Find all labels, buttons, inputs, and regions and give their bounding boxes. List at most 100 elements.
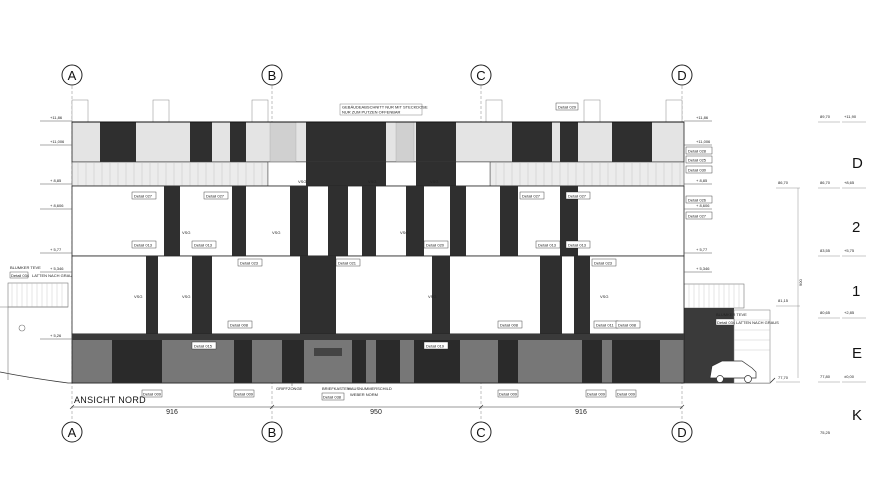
right-annex-small: LATTEN NACH GRAUS [736,320,779,325]
right-level-1: +11,86 [696,115,709,120]
dimension-line [69,404,685,410]
elev-col1-3: 77,70 [778,375,789,380]
elev-col2-3: 83,55 [820,248,831,253]
detail-029-top: Detail 029 [558,105,577,110]
detail-008-a: Detail 008 [230,323,249,328]
detail-028: Detail 028 [688,149,707,154]
detail-027-d: Detail 027 [568,194,587,199]
elev-col3-4: +2,85 [844,310,855,315]
right-level-2: +11,006 [696,139,711,144]
grid-axis-c-top: C [476,68,485,83]
note-griffzonge: GRIFFZONGE [276,386,303,391]
vsg-label-10: VSG [600,294,608,299]
elev-col3-1: +11,90 [844,114,857,119]
vsg-labels: VSG VSG VSG VSG VSG VSG VSG VSG VSG VSG [134,179,608,299]
right-level-markers [684,120,712,273]
grid-axis-d-top: D [677,68,686,83]
elev-col2-5: 77,80 [820,374,831,379]
vsg-label-1: VSG [298,179,306,184]
detail-008-b: Detail 008 [500,323,519,328]
level-letter-e: E [852,345,862,362]
detail-011: Detail 011 [596,323,614,328]
left-annex [0,282,69,380]
detail-023-b: Detail 023 [594,261,613,266]
drawing-title: ANSICHT NORD [74,395,146,405]
left-annex-detail: Detail 034 [11,273,30,278]
elev-col1-2: 81,15 [778,298,789,303]
vsg-label-3: VSG [430,179,438,184]
left-level-6: + 5,346 [50,266,64,271]
vsg-label-9: VSG [428,294,436,299]
detail-009-e: Detail 009 [617,392,636,397]
detail-015: Detail 015 [194,344,213,349]
left-level-5: + 5,77 [50,247,62,252]
elev-col2-2: 86,70 [820,180,831,185]
vsg-label-4: VSG [182,230,190,235]
top-note-line-2: NUR ZUM PUTZEN OFFENBAR [342,110,401,115]
note-briefkasten: BRIEFKASTEN [322,386,350,391]
right-level-3: + 8,85 [696,178,708,183]
elev-col1-1: 86,70 [778,180,789,185]
detail-009-d: Detail 009 [587,392,606,397]
note-weber: WEBER NORM [350,392,378,397]
right-level-6: + 5,346 [696,266,710,271]
level-letter-k: K [852,407,862,424]
elev-col3-2: +8,65 [844,180,855,185]
right-level-4: + 8,606 [696,203,710,208]
left-annex-note: BLUMKER TEVE [10,265,41,270]
detail-027-right: Detail 027 [688,214,707,219]
vsg-label-8: VSG [182,294,190,299]
right-annex-note: BLUMKER TEVE [716,312,747,317]
dimension-1: 916 [166,409,178,416]
elevation-table [776,121,866,383]
elev-col2-1: 89,70 [820,114,831,119]
detail-009-c: Detail 009 [499,392,518,397]
level-letter-d: D [852,155,863,172]
grid-axis-c-bottom: C [476,425,485,440]
detail-027-b: Detail 027 [206,194,225,199]
right-level-5: + 5,77 [696,247,708,252]
left-level-4: + 8,606 [50,203,64,208]
detail-027-a: Detail 027 [134,194,153,199]
top-note-line-1: GEBÄUDEABSCHNITT NUR MIT STECKDOSE [342,105,428,110]
detail-021: Detail 021 [338,261,357,266]
level-letter-2: 2 [852,219,860,236]
detail-030: Detail 030 [688,168,707,173]
grid-bubbles-top: A B C D [61,64,693,86]
elev-col3-3: +5,75 [844,248,855,253]
detail-013-b: Detail 013 [194,243,213,248]
right-annex-detail: Detail 034 [717,320,736,325]
level-letter-1: 1 [852,283,860,300]
detail-013-d: Detail 013 [568,243,587,248]
left-level-1: +11,86 [50,115,63,120]
grid-axis-b-bottom: B [268,425,277,440]
grid-axis-a-bottom: A [68,425,77,440]
detail-013-c: Detail 013 [538,243,557,248]
detail-008-c: Detail 008 [618,323,637,328]
grid-axis-a-top: A [68,68,77,83]
detail-019: Detail 019 [426,344,445,349]
vsg-label-7: VSG [134,294,142,299]
detail-026: Detail 026 [688,198,707,203]
detail-038: Detail 038 [323,395,342,400]
vsg-label-5: VSG [272,230,280,235]
vsg-label-2: VSG [368,179,376,184]
note-hausnummer: HAUSNUMMERSCHILD [348,386,392,391]
left-level-markers [40,120,72,340]
detail-027-c: Detail 027 [522,194,541,199]
left-level-7: + 5,26 [50,333,62,338]
left-level-3: + 8,85 [50,178,62,183]
grid-axis-d-bottom: D [677,425,686,440]
detail-020: Detail 020 [426,243,445,248]
detail-009-a: Detail 009 [143,392,162,397]
detail-023-a: Detail 023 [240,261,259,266]
detail-013-a: Detail 013 [134,243,153,248]
building-facade [71,99,685,384]
dimension-3: 916 [575,409,587,416]
elev-vertical-dim: 900 [798,279,803,286]
left-annex-small: LATTEN NACH GRAUS [32,273,75,278]
vsg-label-6: VSG [400,230,408,235]
left-level-2: +11,006 [50,139,65,144]
elev-col2-4: 80,65 [820,310,831,315]
